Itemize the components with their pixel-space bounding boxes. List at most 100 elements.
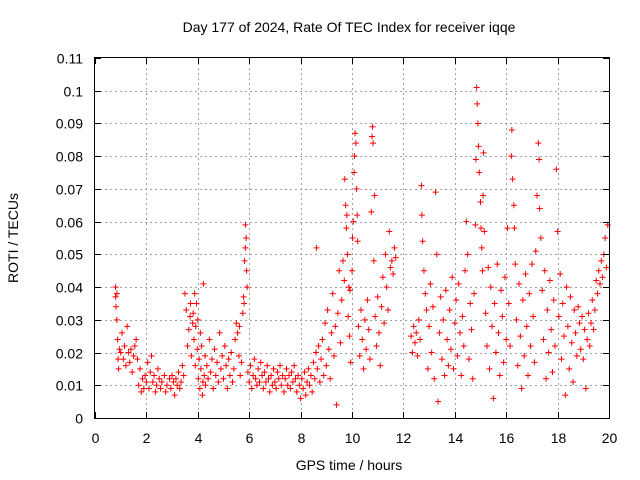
- data-point: [373, 343, 380, 349]
- x-tick-label: 2: [143, 430, 151, 446]
- data-point: [323, 362, 330, 369]
- data-point: [190, 310, 197, 317]
- data-point: [474, 100, 481, 107]
- data-point: [390, 271, 397, 277]
- data-point: [381, 320, 388, 327]
- data-point: [571, 307, 578, 313]
- data-point: [426, 323, 433, 330]
- x-tick-label: 4: [195, 430, 203, 446]
- data-point: [422, 290, 429, 297]
- data-point: [307, 372, 314, 379]
- data-point: [332, 323, 339, 330]
- data-point: [243, 235, 250, 241]
- data-point: [570, 379, 577, 385]
- data-point: [473, 84, 480, 91]
- data-point: [287, 385, 294, 392]
- y-tick-label: 0.02: [56, 346, 83, 362]
- data-point: [192, 323, 199, 330]
- data-point: [582, 385, 589, 392]
- data-point: [410, 323, 417, 330]
- data-point: [436, 329, 443, 336]
- data-point: [602, 235, 609, 241]
- data-point: [122, 362, 129, 369]
- data-point: [478, 225, 485, 232]
- x-tick-label: 6: [246, 430, 254, 446]
- data-point: [241, 257, 248, 264]
- data-point: [264, 362, 271, 369]
- data-point: [306, 382, 313, 389]
- x-tick-label: 14: [448, 430, 464, 446]
- data-point: [131, 343, 138, 349]
- data-point: [250, 372, 257, 379]
- data-point: [178, 379, 185, 385]
- data-point: [343, 225, 350, 232]
- data-point: [214, 359, 221, 366]
- data-point: [233, 320, 240, 327]
- data-point: [517, 333, 524, 340]
- data-point: [442, 287, 449, 294]
- data-point: [183, 307, 190, 313]
- data-point: [528, 261, 535, 268]
- y-tick-label: 0.1: [64, 84, 84, 100]
- data-point: [586, 343, 593, 349]
- data-point: [536, 156, 543, 163]
- data-point: [453, 297, 460, 304]
- data-point: [498, 287, 505, 294]
- data-point: [576, 320, 583, 327]
- data-point: [199, 379, 206, 385]
- data-point: [357, 307, 364, 313]
- data-point: [171, 392, 178, 399]
- data-point: [315, 343, 322, 349]
- data-point: [265, 375, 272, 382]
- data-point: [170, 379, 177, 385]
- data-point: [496, 372, 503, 379]
- data-point: [564, 323, 571, 330]
- data-point: [418, 212, 425, 219]
- data-point: [552, 343, 559, 349]
- data-point: [229, 379, 236, 385]
- data-point: [240, 293, 247, 300]
- data-point: [162, 388, 169, 395]
- data-point: [310, 359, 317, 366]
- data-point: [365, 326, 372, 333]
- data-point: [334, 310, 341, 317]
- data-point: [462, 267, 469, 274]
- data-point: [438, 356, 445, 363]
- data-point: [468, 326, 475, 333]
- data-point: [480, 192, 487, 199]
- data-point: [345, 313, 352, 320]
- data-point: [417, 336, 424, 343]
- data-point: [589, 297, 596, 304]
- data-point: [450, 365, 457, 372]
- data-point: [351, 153, 358, 160]
- data-point: [328, 329, 335, 336]
- data-point: [304, 379, 311, 385]
- data-point: [244, 284, 251, 291]
- data-point: [509, 176, 516, 183]
- data-point: [278, 382, 285, 389]
- data-point: [344, 251, 351, 258]
- data-point: [525, 372, 532, 379]
- data-point: [526, 290, 533, 297]
- data-point: [355, 323, 362, 330]
- data-point: [432, 189, 439, 196]
- data-point: [479, 267, 486, 274]
- data-point: [474, 120, 481, 127]
- data-point: [369, 123, 376, 130]
- data-point: [212, 372, 219, 379]
- data-point: [179, 362, 186, 369]
- data-point: [354, 212, 361, 219]
- data-point: [370, 257, 377, 264]
- data-point: [220, 375, 227, 382]
- data-point: [291, 362, 298, 369]
- data-point: [550, 297, 557, 304]
- data-point: [283, 365, 290, 372]
- data-point: [232, 336, 239, 343]
- data-point: [243, 267, 250, 274]
- data-point: [350, 218, 357, 225]
- y-tick-label: 0.09: [56, 116, 83, 132]
- data-point: [261, 369, 268, 376]
- data-point: [273, 385, 280, 392]
- data-point: [558, 356, 565, 363]
